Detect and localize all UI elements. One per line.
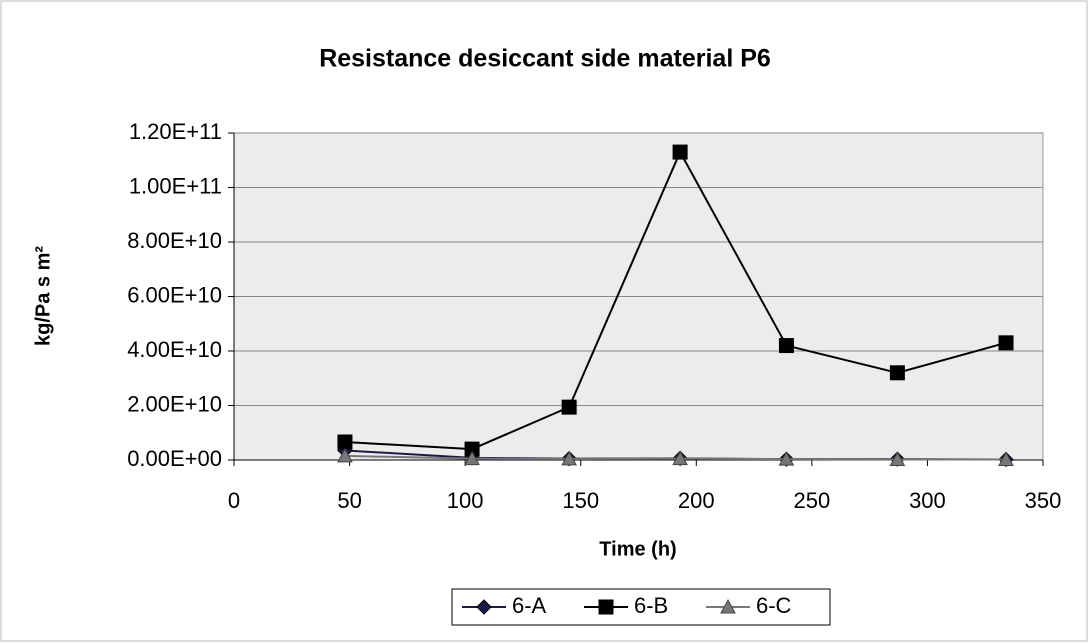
x-tick-label: 0: [228, 488, 240, 513]
marker: [778, 338, 794, 354]
x-tick-label: 250: [793, 488, 830, 513]
x-tick-label: 100: [447, 488, 484, 513]
marker: [561, 399, 577, 415]
marker: [720, 598, 736, 614]
y-tick-label: 2.00E+10: [127, 391, 222, 416]
marker: [998, 335, 1014, 351]
marker: [561, 450, 577, 466]
marker: [889, 365, 905, 381]
marker: [672, 450, 688, 466]
y-axis-title: kg/Pa s m²: [32, 246, 54, 346]
legend-label: 6-C: [756, 593, 792, 618]
x-tick-label: 200: [678, 488, 715, 513]
y-tick-label: 0.00E+00: [127, 446, 222, 471]
marker: [337, 434, 353, 450]
legend-label: 6-B: [634, 593, 668, 618]
marker: [464, 450, 480, 466]
y-tick-label: 1.20E+11: [129, 119, 222, 144]
chart-title: Resistance desiccant side material P6: [319, 45, 771, 73]
marker: [889, 451, 906, 466]
marker: [337, 447, 353, 463]
marker: [672, 144, 688, 160]
x-tick-label: 50: [337, 488, 361, 513]
marker: [476, 599, 492, 615]
x-axis-title: Time (h): [599, 538, 676, 560]
marker: [778, 451, 795, 466]
marker: [598, 599, 614, 615]
y-tick-label: 4.00E+10: [127, 337, 222, 362]
y-tick-label: 1.00E+11: [129, 173, 222, 198]
y-tick-label: 8.00E+10: [127, 228, 222, 253]
y-tick-label: 6.00E+10: [127, 282, 222, 307]
legend-label: 6-A: [512, 593, 547, 618]
marker: [998, 451, 1014, 466]
x-tick-label: 350: [1025, 488, 1062, 513]
x-tick-label: 300: [909, 488, 946, 513]
x-tick-label: 150: [562, 488, 599, 513]
legend-box: [451, 588, 831, 626]
